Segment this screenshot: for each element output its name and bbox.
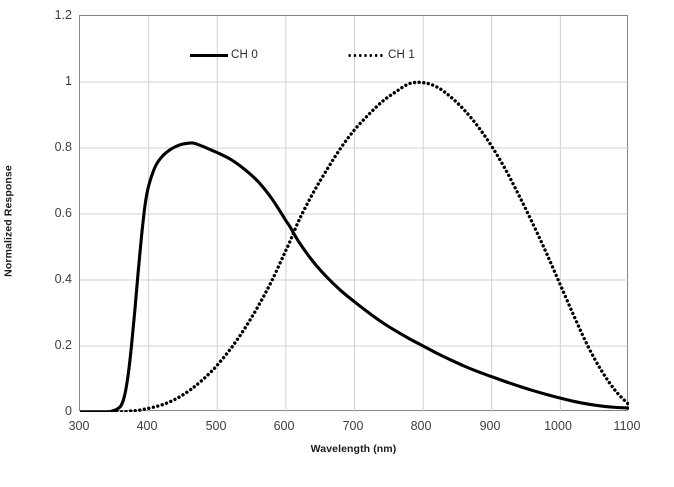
x-tick-label: 300 bbox=[68, 419, 90, 433]
y-tick-0_8: 0.8 bbox=[34, 140, 72, 154]
y-tick-label: 0 bbox=[65, 404, 72, 418]
y-tick-0_4: 0.4 bbox=[34, 272, 72, 286]
x-tick-300: 300 bbox=[49, 418, 109, 434]
series-line-ch-0 bbox=[80, 141, 629, 412]
x-axis-title: Wavelength (nm) bbox=[310, 443, 397, 455]
solid-line-swatch-icon bbox=[190, 53, 228, 57]
legend-entry-ch0: CH 0 bbox=[190, 45, 258, 65]
x-tick-1000: 1000 bbox=[528, 418, 588, 434]
x-tick-500: 500 bbox=[186, 418, 246, 434]
legend-entry-ch1: CH 1 bbox=[346, 45, 415, 65]
x-tick-label: 900 bbox=[479, 419, 501, 433]
y-tick-label: 0.6 bbox=[54, 206, 72, 220]
y-tick-1_2: 1.2 bbox=[34, 8, 72, 22]
plot-canvas bbox=[80, 16, 629, 412]
x-tick-label: 700 bbox=[342, 419, 364, 433]
x-tick-900: 900 bbox=[460, 418, 520, 434]
y-tick-label: 0.8 bbox=[54, 140, 72, 154]
x-tick-label: 1000 bbox=[544, 419, 572, 433]
plot-area bbox=[79, 15, 629, 412]
y-tick-1: 1 bbox=[34, 74, 72, 88]
grid-lines bbox=[80, 16, 629, 412]
y-tick-label: 0.4 bbox=[54, 272, 72, 286]
x-tick-label: 1100 bbox=[613, 419, 641, 433]
y-tick-label: 1.2 bbox=[54, 8, 72, 22]
y-tick-0: 0 bbox=[34, 404, 72, 418]
legend-label-ch1: CH 1 bbox=[387, 49, 415, 61]
legend-label-ch0: CH 0 bbox=[231, 49, 259, 61]
y-tick-0_6: 0.6 bbox=[34, 206, 72, 220]
x-tick-400: 400 bbox=[117, 418, 177, 434]
x-tick-600: 600 bbox=[254, 418, 314, 434]
y-axis-title: Normalized Response bbox=[2, 165, 15, 277]
chart-legend: CH 0 CH 1 bbox=[190, 45, 415, 65]
x-tick-label: 800 bbox=[410, 419, 432, 433]
data-series-group bbox=[80, 80, 629, 412]
y-tick-0_2: 0.2 bbox=[34, 338, 72, 352]
x-tick-1100: 1100 bbox=[597, 418, 657, 434]
x-tick-label: 400 bbox=[136, 419, 158, 433]
y-tick-label: 0.2 bbox=[54, 338, 72, 352]
x-tick-label: 600 bbox=[273, 419, 295, 433]
x-tick-800: 800 bbox=[391, 418, 451, 434]
x-tick-label: 500 bbox=[205, 419, 227, 433]
series-line-ch-1 bbox=[80, 80, 629, 412]
x-tick-700: 700 bbox=[323, 418, 383, 434]
dotted-line-swatch-icon bbox=[346, 53, 385, 57]
y-tick-label: 1 bbox=[65, 74, 72, 88]
